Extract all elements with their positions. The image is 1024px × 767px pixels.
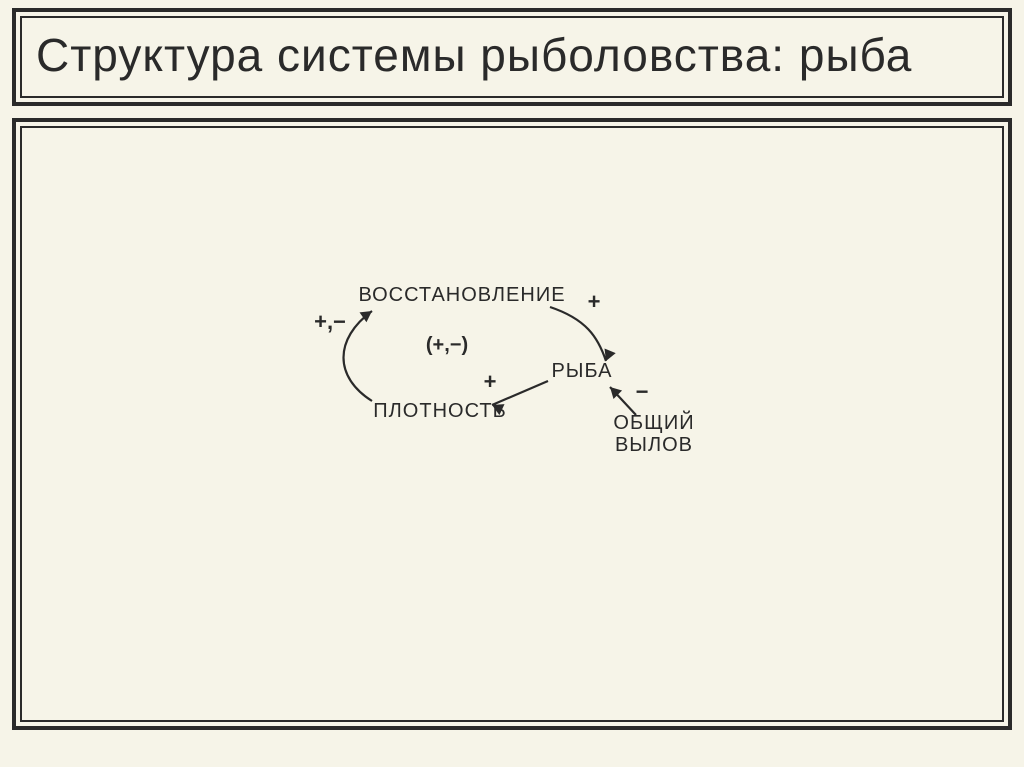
loop-polarity-label: (+,−) bbox=[426, 334, 468, 356]
title-frame-outer: Структура системы рыболовства: рыба bbox=[12, 8, 1012, 106]
edge-sign-ryba_to_plotnost: + bbox=[484, 369, 497, 394]
node-vosstanovlenie: ВОССТАНОВЛЕНИЕ bbox=[358, 284, 565, 306]
slide-page: Структура системы рыболовства: рыба + + +,… bbox=[0, 0, 1024, 767]
page-title: Структура системы рыболовства: рыба bbox=[36, 28, 988, 82]
node-obshchiy: ОБЩИЙ bbox=[613, 410, 694, 434]
edge-plotnost_to_voss bbox=[344, 311, 373, 401]
body-frame-outer: + + +,− − ВОССТАНОВЛЕНИЕ РЫБА ПЛОТНОСТЬ ОБЩИЙВ… bbox=[12, 118, 1012, 730]
edge-sign-voss_to_ryba: + bbox=[588, 289, 601, 314]
node-ryba: РЫБА bbox=[551, 360, 612, 382]
causal-loop-diagram: + + +,− − ВОССТАНОВЛЕНИЕ РЫБА ПЛОТНОСТЬ ОБЩИЙВ… bbox=[22, 128, 1002, 720]
node-plotnost: ПЛОТНОСТЬ bbox=[373, 400, 506, 422]
title-frame-inner: Структура системы рыболовства: рыба bbox=[20, 16, 1004, 98]
node-vylov: ВЫЛОВ bbox=[615, 434, 693, 456]
edge-voss_to_ryba bbox=[550, 307, 606, 361]
edge-sign-vylov_to_ryba: − bbox=[636, 379, 649, 404]
edge-sign-plotnost_to_voss: +,− bbox=[314, 309, 346, 334]
body-frame-inner: + + +,− − ВОССТАНОВЛЕНИЕ РЫБА ПЛОТНОСТЬ ОБЩИЙВ… bbox=[20, 126, 1004, 722]
